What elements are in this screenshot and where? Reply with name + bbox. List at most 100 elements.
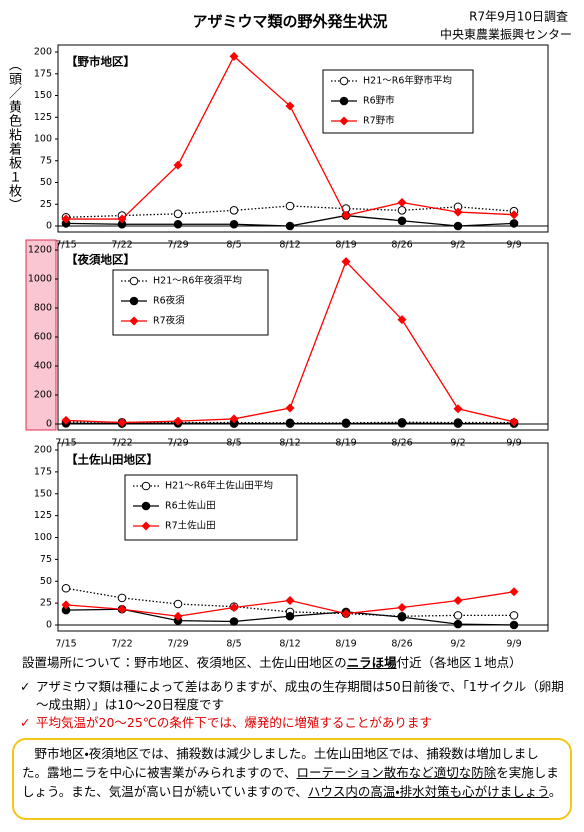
data-point (61, 214, 71, 224)
data-point (397, 198, 407, 208)
data-point (285, 201, 295, 211)
data-point (509, 587, 519, 597)
data-point (453, 221, 463, 231)
data-point (397, 206, 407, 215)
data-point (453, 596, 463, 605)
x-tick-label: 9/9 (506, 639, 521, 650)
y-tick-label: 1000 (28, 274, 52, 285)
data-point (509, 219, 519, 228)
y-tick-label: 800 (34, 303, 52, 314)
data-point (173, 611, 183, 621)
data-point (61, 600, 71, 610)
data-point (453, 207, 463, 217)
location-note: 設置場所について：野市地区、夜須地区、土佐山田地区のニラほ場付近（各地区１地点） (22, 652, 522, 671)
data-point (285, 596, 295, 605)
x-tick-label: 7/29 (167, 639, 188, 650)
chart-title: 【土佐山田地区】 (66, 453, 158, 467)
bullet-list: アザミウマ類は種によって差はありますが、成虫の生存期間は50日前後で、「1サイク… (20, 678, 565, 732)
y-tick-label: 175 (34, 68, 52, 79)
y-tick-label: 100 (34, 532, 52, 543)
data-point (229, 414, 239, 424)
bullet: アザミウマ類は種によって差はありますが、成虫の生存期間は50日前後で、「1サイク… (20, 678, 565, 714)
data-point (173, 209, 183, 219)
data-point (397, 315, 407, 325)
x-tick-label: 8/26 (391, 639, 412, 650)
summary-box: 野市地区・夜須地区では、捕殺数は減少しました。土佐山田地区では、捕殺数は増加しま… (12, 738, 572, 820)
legend-label: H21～R6年夜須平均 (153, 275, 242, 287)
y-tick-label: 175 (34, 466, 52, 477)
data-point (341, 211, 351, 221)
data-point (285, 419, 295, 428)
legend-label: R7夜須 (153, 316, 185, 327)
summary-text: 野市地区・夜須地区では、捕殺数は減少しました。土佐山田地区では、捕殺数は増加しま… (22, 746, 539, 780)
data-point (397, 216, 407, 226)
legend-marker (129, 276, 139, 286)
x-tick-label: 8/5 (226, 639, 241, 650)
data-point (453, 619, 463, 629)
y-tick-label: 125 (34, 510, 52, 521)
note-text: 設置場所について：野市地区、夜須地区、土佐山田地区の (22, 655, 347, 670)
data-point (285, 611, 295, 621)
y-tick-label: 25 (40, 199, 52, 210)
y-tick-label: 0 (46, 620, 52, 631)
data-point (509, 611, 519, 620)
data-point (229, 219, 239, 229)
data-point (117, 604, 127, 614)
y-tick-label: 400 (34, 361, 52, 372)
data-point (453, 611, 463, 620)
charts: アザミウマ類の野外発生状況 R7年9月10日調査 中央東農業振興センター 0 25… (25, 10, 572, 650)
legend-label: H21～R6年土佐山田平均 (165, 480, 273, 492)
axis-highlight (25, 239, 57, 431)
chart-title: 【夜須地区】 (66, 253, 135, 267)
legend-marker (339, 116, 349, 126)
y-tick-label: 1200 (28, 245, 52, 256)
x-tick-label: 8/12 (279, 639, 300, 650)
x-tick-label: 9/2 (450, 639, 465, 650)
data-point (61, 583, 71, 593)
chart-title: 【野市地区】 (66, 55, 135, 69)
data-point (229, 206, 239, 215)
y-tick-label: 75 (40, 554, 52, 565)
y-tick-label: 200 (34, 390, 52, 401)
x-tick-label: 8/19 (335, 240, 356, 251)
data-point (229, 603, 239, 612)
x-tick-label: 8/19 (335, 639, 356, 650)
data-point (285, 221, 295, 231)
data-point (61, 415, 71, 425)
summary-text: ハウス内の高温・排水対策も心がけましょう (307, 784, 549, 799)
y-tick-label: 75 (40, 155, 52, 166)
page-title: アザミウマ類の野外発生状況 (192, 13, 387, 31)
y-tick-label: 100 (34, 134, 52, 145)
y-tick-label: 125 (34, 112, 52, 123)
data-point (397, 418, 407, 428)
data-point (453, 404, 463, 414)
data-point (229, 617, 239, 626)
x-tick-label: 9/2 (450, 240, 465, 251)
data-point (117, 593, 127, 603)
data-point (509, 620, 519, 630)
legend-marker (141, 521, 151, 531)
legend-box (124, 474, 298, 541)
x-tick-label: 7/22 (111, 240, 132, 251)
data-point (173, 599, 183, 609)
bullet: 平均気温が20～25℃の条件下では、爆発的に増殖することがあります (20, 714, 565, 732)
data-point (397, 603, 407, 612)
data-point (173, 160, 183, 170)
survey-date: R7年9月10日調査 (469, 10, 568, 24)
plot-frame (57, 44, 549, 233)
data-point (117, 418, 127, 428)
y-tick-label: 200 (34, 445, 52, 456)
note-text: 付近（各地区１地点） (396, 655, 522, 670)
data-point (397, 612, 407, 622)
data-point (173, 219, 183, 229)
y-tick-label: 25 (40, 598, 52, 609)
data-point (285, 403, 295, 413)
x-tick-label: 8/26 (391, 240, 412, 251)
summary-text: ローテーション散布など適切な防除 (296, 765, 497, 780)
legend-label: R7野市 (363, 115, 395, 127)
y-tick-label: 150 (34, 488, 52, 499)
data-point (229, 51, 239, 61)
x-tick-label: 8/5 (226, 240, 241, 251)
x-tick-label: 8/12 (279, 240, 300, 251)
